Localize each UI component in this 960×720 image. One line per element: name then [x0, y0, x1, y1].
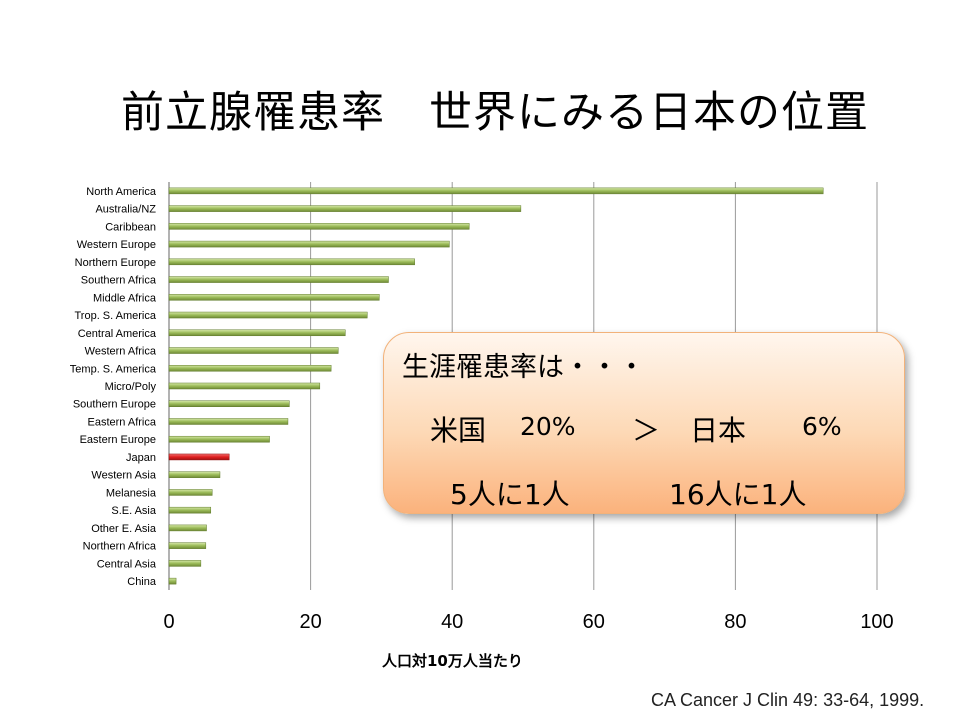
bar-southern-africa — [168, 276, 389, 283]
bar-melanesia — [168, 489, 213, 496]
x-tick-label: 40 — [441, 611, 463, 633]
x-tick-label: 0 — [163, 611, 174, 633]
slide-title: 前立腺罹患率 世界にみる日本の位置 — [121, 88, 869, 138]
x-tick-label: 100 — [860, 611, 893, 633]
source-citation: CA Cancer J Clin 49: 33-64, 1999. — [651, 690, 925, 710]
category-label: Temp. S. America — [70, 363, 157, 375]
category-label: China — [127, 576, 157, 588]
category-label: Caribbean — [105, 221, 156, 233]
bar-western-europe — [168, 240, 450, 248]
category-label: Central Asia — [97, 558, 157, 570]
category-label: Trop. S. America — [74, 310, 156, 322]
lifetime-incidence-callout: 生涯罹患率は・・・ 米国 20% ＞ 日本 6% 5人に1人 16人に1人 — [383, 332, 905, 514]
bars — [168, 187, 824, 585]
bar-eastern-europe — [168, 435, 270, 443]
us-label: 米国 — [430, 414, 487, 447]
category-label: Western Asia — [91, 470, 156, 482]
x-tick-labels: 0 20 40 60 80 100 — [163, 611, 893, 633]
bar-north-america — [168, 187, 824, 195]
bar-eastern-africa — [168, 418, 289, 425]
bar-japan — [168, 453, 230, 461]
category-label: Middle Africa — [93, 292, 157, 304]
category-label: Japan — [126, 452, 156, 464]
bar-other-e-asia — [168, 524, 207, 532]
bar-temp-s-america — [168, 365, 332, 372]
bar-central-asia — [168, 560, 202, 567]
greater-than-sign: ＞ — [632, 414, 661, 447]
x-axis-label: 人口対10万人当たり — [382, 652, 523, 670]
japan-value: 6% — [802, 412, 842, 441]
bar-australia-nz — [168, 205, 522, 212]
bar-central-america — [168, 329, 346, 337]
bar-trop-s-america — [168, 311, 368, 319]
bar-china — [168, 577, 177, 585]
bar-micro-poly — [168, 382, 321, 390]
category-label: Southern Europe — [73, 399, 156, 411]
bar-northern-europe — [168, 258, 415, 266]
category-label: Micro/Poly — [105, 381, 157, 393]
category-label: Eastern Africa — [88, 416, 157, 428]
category-label: Melanesia — [106, 487, 157, 499]
category-label: Eastern Europe — [80, 434, 156, 446]
category-labels: North America Australia/NZ Caribbean Wester… — [70, 186, 157, 588]
bar-caribbean — [168, 223, 470, 230]
bar-southern-europe — [168, 400, 290, 407]
bar-western-asia — [168, 471, 221, 478]
callout-heading: 生涯罹患率は・・・ — [402, 352, 645, 383]
us-ratio: 5人に1人 — [450, 478, 570, 511]
category-label: Southern Africa — [81, 275, 157, 287]
bar-s-e-asia — [168, 506, 212, 514]
category-label: Other E. Asia — [91, 523, 157, 535]
category-label: Western Europe — [77, 239, 156, 251]
x-tick-label: 20 — [299, 611, 321, 633]
bar-middle-africa — [168, 294, 380, 301]
japan-label: 日本 — [690, 414, 747, 447]
bar-western-africa — [168, 347, 339, 354]
category-label: Northern Africa — [83, 541, 157, 553]
x-tick-label: 80 — [724, 611, 746, 633]
us-value: 20% — [520, 412, 576, 441]
category-label: Western Africa — [85, 346, 157, 358]
category-label: North America — [86, 186, 157, 198]
bar-northern-africa — [168, 542, 207, 549]
japan-ratio: 16人に1人 — [669, 478, 807, 511]
category-label: Central America — [78, 328, 157, 340]
x-tick-label: 60 — [583, 611, 605, 633]
category-label: Northern Europe — [75, 257, 156, 269]
category-label: Australia/NZ — [95, 204, 156, 216]
category-label: S.E. Asia — [111, 505, 157, 517]
